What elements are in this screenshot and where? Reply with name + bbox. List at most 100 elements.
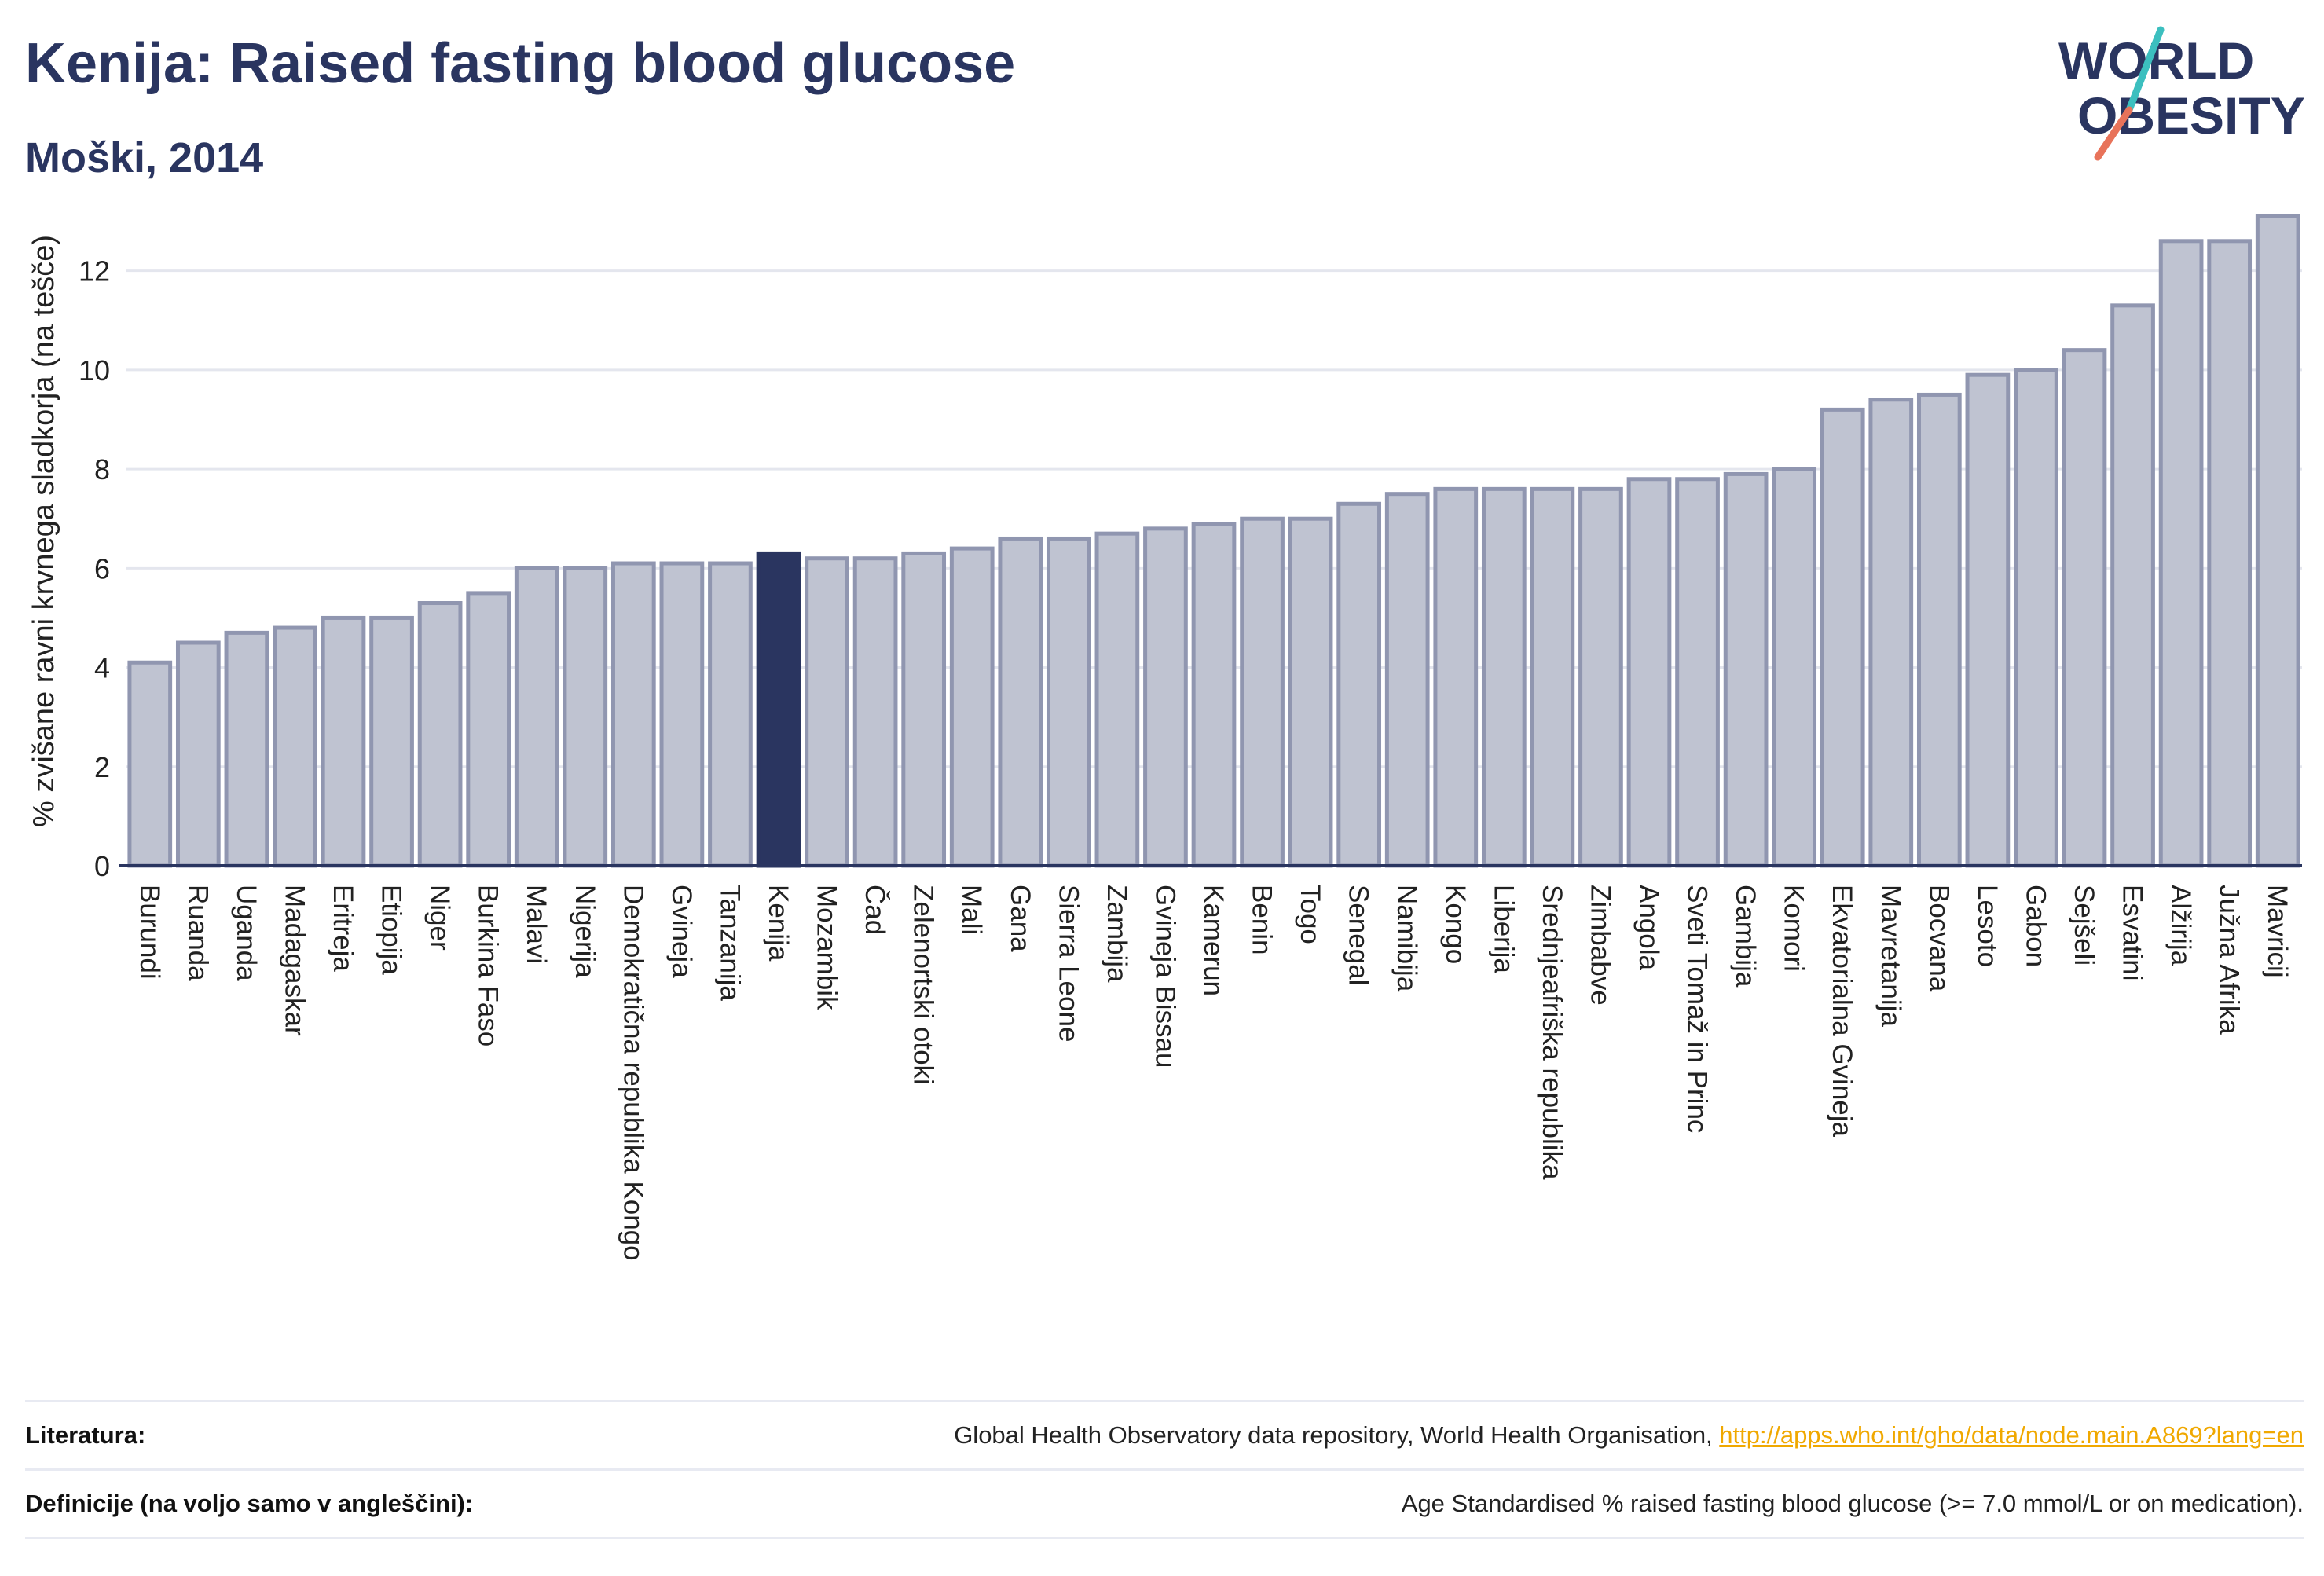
world-obesity-logo: WORLD OBESITY xyxy=(2058,26,2305,161)
bar xyxy=(1578,486,1623,868)
x-tick-label: Malavi xyxy=(521,885,552,964)
bar xyxy=(1916,392,1962,868)
x-tick-label: Benin xyxy=(1247,885,1277,955)
bar xyxy=(2062,348,2107,868)
y-axis-label: % zvišane ravni krvnega sladkorja (na te… xyxy=(27,235,60,827)
bar xyxy=(2255,214,2300,868)
bar xyxy=(466,591,511,868)
x-tick-label: Zambija xyxy=(1102,885,1132,983)
y-tick-label: 12 xyxy=(79,255,110,288)
bar xyxy=(2110,303,2155,868)
x-tick-label: Alžirija xyxy=(2165,885,2196,966)
x-tick-label: Etiopija xyxy=(376,885,407,975)
x-tick-label: Tanzanija xyxy=(714,885,745,1001)
bar xyxy=(852,556,898,868)
x-tick-label: Bocvana xyxy=(1923,885,1954,992)
x-tick-label: Komori xyxy=(1779,885,1809,972)
x-tick-label: Uganda xyxy=(231,885,262,981)
bar xyxy=(2207,239,2253,868)
page-subtitle: Moški, 2014 xyxy=(25,134,264,181)
footer: Literatura: Global Health Observatory da… xyxy=(25,1400,2304,1539)
bar xyxy=(2014,368,2058,868)
x-tick-label: Niger xyxy=(424,885,455,951)
x-tick-label: Namibija xyxy=(1391,885,1422,992)
x-tick-label: Kenija xyxy=(763,885,794,962)
bar xyxy=(659,561,705,868)
x-tick-label: Gvineja xyxy=(666,885,697,978)
sources-link[interactable]: http://apps.who.int/gho/data/node.main.A… xyxy=(1719,1421,2304,1449)
sources-label: Literatura: xyxy=(25,1421,146,1449)
bar xyxy=(175,640,221,868)
bar xyxy=(1143,526,1188,868)
x-tick-label: Sejšeli xyxy=(2069,885,2099,966)
bar xyxy=(417,601,463,868)
y-tick-label: 0 xyxy=(94,850,110,882)
bar xyxy=(805,556,849,868)
bar xyxy=(998,536,1043,868)
bar xyxy=(610,561,656,868)
y-tick-label: 8 xyxy=(94,453,110,486)
bar xyxy=(1191,522,1237,868)
logo-slash-coral xyxy=(2094,106,2133,161)
bar xyxy=(1336,501,1382,868)
x-tick-label: Gabon xyxy=(2020,885,2051,967)
x-tick-label: Kamerun xyxy=(1198,885,1229,996)
x-tick-label: Sveti Tomaž in Princ xyxy=(1682,885,1713,1133)
x-tick-label: Mali xyxy=(956,885,987,935)
bar xyxy=(1626,477,1672,868)
x-tick-label: Nigerija xyxy=(570,885,600,978)
x-tick-label: Kongo xyxy=(1440,885,1471,964)
y-tick-label: 6 xyxy=(94,552,110,585)
bar-highlighted xyxy=(756,551,801,868)
bar xyxy=(1384,492,1430,868)
bar xyxy=(708,561,753,868)
x-tick-label: Liberija xyxy=(1488,885,1519,973)
y-tick-labels: 0 2 4 6 8 10 12 xyxy=(79,255,110,882)
sources-text: Global Health Observatory data repositor… xyxy=(954,1421,1720,1449)
x-tick-label: Zimbabve xyxy=(1585,885,1615,1006)
x-tick-label: Gana xyxy=(1005,885,1036,952)
x-tick-label: Gambija xyxy=(1730,885,1761,988)
sources-value: Global Health Observatory data repositor… xyxy=(954,1421,2304,1450)
bar xyxy=(1481,486,1527,868)
bar xyxy=(1288,516,1333,868)
bar xyxy=(224,630,269,868)
bar xyxy=(1530,486,1575,868)
logo-slash-teal xyxy=(2125,26,2165,114)
x-tick-label: Togo xyxy=(1295,885,1325,944)
x-tick-label: Mavretanija xyxy=(1875,885,1906,1027)
bar xyxy=(1240,516,1285,868)
bar xyxy=(1433,486,1479,868)
x-tick-label: Burkina Faso xyxy=(473,885,504,1046)
y-tick-label: 10 xyxy=(79,354,110,387)
x-tick-label: Eritreja xyxy=(328,885,358,972)
definitions-value: Age Standardised % raised fasting blood … xyxy=(1401,1490,2304,1517)
footer-row-sources: Literatura: Global Health Observatory da… xyxy=(25,1400,2304,1468)
y-tick-label: 4 xyxy=(94,652,110,684)
bar xyxy=(1820,407,1865,868)
x-tick-label: Zelenortski otoki xyxy=(908,885,939,1085)
y-tick-label: 2 xyxy=(94,751,110,783)
bars xyxy=(127,214,2300,868)
bar xyxy=(1094,531,1140,868)
x-tick-label: Ekvatorialna Gvineja xyxy=(1827,885,1857,1138)
bar xyxy=(1723,471,1769,868)
bar-chart: 0 2 4 6 8 10 12 Burundi Ruanda Uganda Madagaskar E… xyxy=(27,214,2302,1261)
bar xyxy=(1046,536,1091,868)
footer-row-definitions: Definicije (na voljo samo v angleščini):… xyxy=(25,1468,2304,1539)
x-tick-label: Južna Afrika xyxy=(2214,885,2245,1035)
x-tick-label: Sierra Leone xyxy=(1053,885,1083,1042)
bar xyxy=(1772,467,1817,868)
definitions-label: Definicije (na voljo samo v angleščini): xyxy=(25,1490,474,1517)
bar xyxy=(321,615,366,868)
x-tick-label: Angola xyxy=(1633,885,1664,971)
bar xyxy=(514,566,559,868)
x-tick-labels: Burundi Ruanda Uganda Madagaskar Eritreja Eti… xyxy=(134,885,2293,1261)
bar xyxy=(1965,372,2011,868)
x-tick-label: Senegal xyxy=(1343,885,1374,985)
bar xyxy=(1675,477,1720,868)
x-tick-label: Gvineja Bissau xyxy=(1149,885,1180,1068)
x-tick-label: Ruanda xyxy=(182,885,213,981)
x-tick-label: Demokratična republika Kongo xyxy=(618,885,648,1261)
page-title: Kenija: Raised fasting blood glucose xyxy=(25,32,1016,95)
